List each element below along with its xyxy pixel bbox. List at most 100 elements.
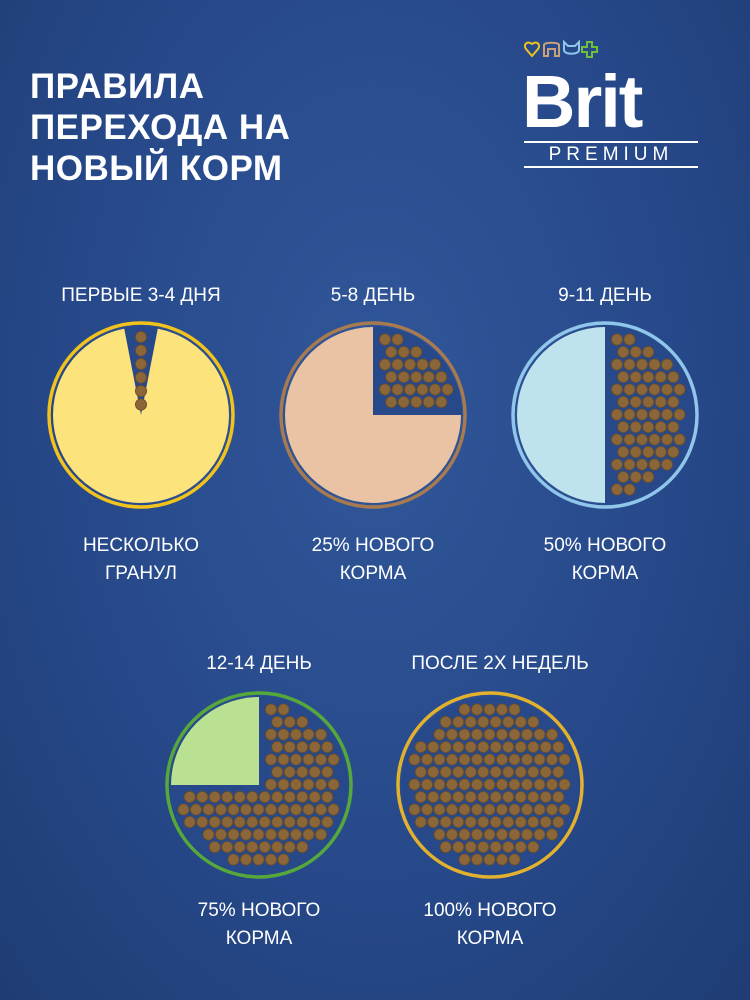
kibble [477, 791, 490, 804]
kibble [208, 840, 221, 853]
kibble [483, 778, 496, 791]
kibble [611, 408, 624, 421]
kibble [545, 803, 558, 816]
stage-1-caption: НЕСКОЛЬКО ГРАНУЛ [31, 532, 251, 588]
kibble [283, 741, 296, 754]
kibble [321, 791, 334, 804]
kibble [508, 778, 521, 791]
kibble [183, 791, 196, 804]
kibble [327, 753, 340, 766]
kibble [215, 828, 228, 841]
kibble [283, 840, 296, 853]
plate-ring [396, 691, 584, 879]
kibble [629, 445, 642, 458]
kibble [439, 840, 452, 853]
kibble [277, 703, 290, 716]
kibble [296, 791, 309, 804]
kibble [252, 803, 265, 816]
kibble [558, 803, 571, 816]
kibble [458, 803, 471, 816]
kibble [648, 408, 661, 421]
kibble [520, 753, 533, 766]
kibble [215, 803, 228, 816]
plate-ring [279, 321, 467, 509]
kibble [471, 803, 484, 816]
kibble [623, 383, 636, 396]
kibble [635, 383, 648, 396]
kibble [452, 815, 465, 828]
stage-3-caption: 50% НОВОГО КОРМА [495, 532, 715, 588]
kibble [673, 433, 686, 446]
kibble [464, 791, 477, 804]
kibble [635, 458, 648, 471]
kibble [289, 803, 302, 816]
kibble [623, 408, 636, 421]
kibble [252, 853, 265, 866]
kibble [552, 791, 565, 804]
stage-5-caption: 100% НОВОГО КОРМА [380, 897, 600, 953]
kibble [508, 703, 521, 716]
kibble [391, 358, 404, 371]
stage-4-period: 12-14 ДЕНЬ [206, 653, 312, 674]
kibble [196, 815, 209, 828]
kibble [508, 828, 521, 841]
kibble [202, 803, 215, 816]
kibble [611, 333, 624, 346]
kibble [296, 715, 309, 728]
kibble [408, 803, 421, 816]
caption-line: 100% НОВОГО [423, 900, 557, 921]
kibble [514, 741, 527, 754]
kibble [221, 815, 234, 828]
kibble [660, 408, 673, 421]
kibble [428, 358, 441, 371]
kibble [233, 840, 246, 853]
kibble [527, 840, 540, 853]
kibble [514, 791, 527, 804]
kibble [483, 828, 496, 841]
kibble [321, 815, 334, 828]
kibble [452, 715, 465, 728]
kibble [471, 703, 484, 716]
kibble [654, 445, 667, 458]
kibble [308, 741, 321, 754]
kibble [258, 791, 271, 804]
kibble [446, 753, 459, 766]
kibble [642, 371, 655, 384]
kibble [446, 728, 459, 741]
kibble [458, 778, 471, 791]
kibble [489, 840, 502, 853]
kibble [446, 778, 459, 791]
kibble [265, 853, 278, 866]
kibble [642, 421, 655, 434]
kibble [667, 421, 680, 434]
kibble [414, 741, 427, 754]
kibble [545, 753, 558, 766]
caption-line: НЕСКОЛЬКО [82, 535, 200, 556]
plate-ring [47, 321, 235, 509]
kibble [420, 803, 433, 816]
kibble [502, 840, 515, 853]
kibble [635, 408, 648, 421]
kibble [458, 828, 471, 841]
kibble [496, 828, 509, 841]
kibble [439, 715, 452, 728]
kibble [302, 728, 315, 741]
title-line: ПЕРЕХОДА НА [30, 108, 291, 147]
kibble [233, 815, 246, 828]
kibble [265, 828, 278, 841]
kibble [660, 383, 673, 396]
kibble [483, 803, 496, 816]
kibble [277, 753, 290, 766]
kibble [296, 815, 309, 828]
kibble [196, 791, 209, 804]
kibble [302, 803, 315, 816]
kibble [227, 853, 240, 866]
kibble [527, 815, 540, 828]
kibble [667, 445, 680, 458]
kibble [271, 791, 284, 804]
kibble [611, 483, 624, 496]
page-title: ПРАВИЛА ПЕРЕХОДА НА НОВЫЙ КОРМ [30, 66, 290, 189]
kibble [464, 715, 477, 728]
kibble [271, 815, 284, 828]
kibble [629, 421, 642, 434]
